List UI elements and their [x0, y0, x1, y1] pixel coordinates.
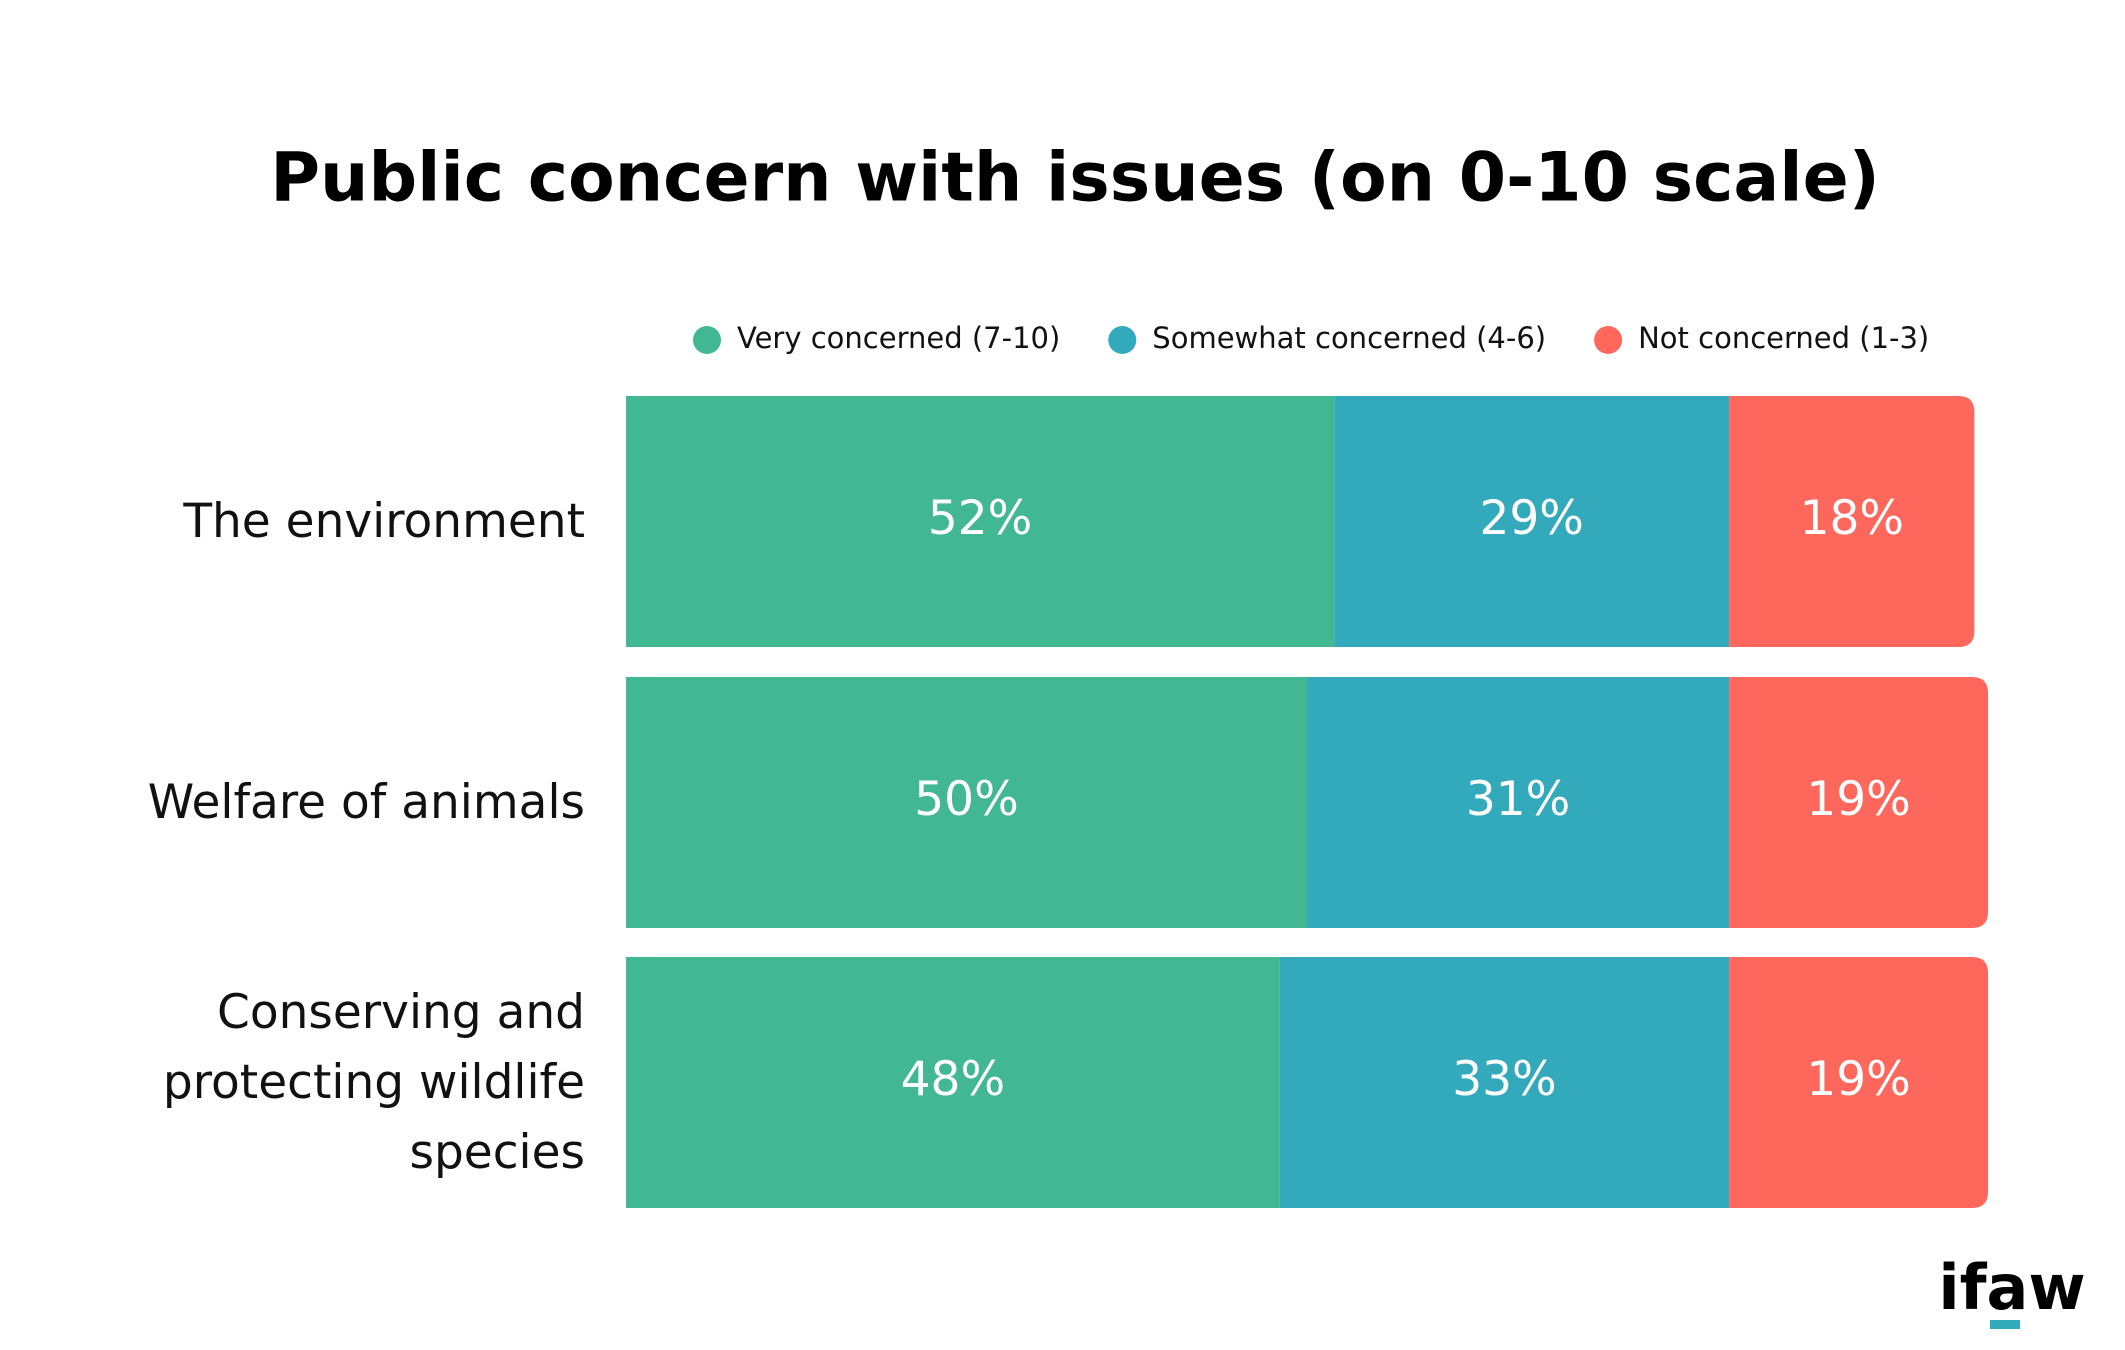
- bar-segment: [1279, 957, 1730, 1208]
- bar-segment: [1334, 396, 1730, 647]
- bar-segment: [626, 677, 1307, 928]
- bar-segment: [626, 396, 1335, 647]
- category-label: Welfare of animals: [147, 774, 585, 830]
- value-label: 29%: [1479, 491, 1583, 546]
- bar-segment: [1307, 677, 1730, 928]
- value-label: 19%: [1806, 1052, 1910, 1107]
- legend-label: Not concerned (1-3): [1638, 321, 1929, 355]
- value-label: 48%: [901, 1052, 1005, 1107]
- category-label: Conserving and protecting wildlife speci…: [162, 984, 585, 1180]
- legend-swatch: [1594, 326, 1623, 354]
- value-label: 52%: [928, 491, 1032, 546]
- logo: ifaw: [1938, 1251, 2085, 1324]
- category-label: The environment: [183, 493, 585, 549]
- logo-underline: [1990, 1320, 2020, 1329]
- value-label: 33%: [1452, 1052, 1556, 1107]
- value-label: 50%: [914, 772, 1018, 827]
- bar-segment: [1729, 396, 1975, 647]
- bar-segment: [626, 957, 1280, 1208]
- value-label: 31%: [1466, 772, 1570, 827]
- bar-segment: [1729, 957, 1988, 1208]
- bar-segment: [1729, 677, 1988, 928]
- legend-swatch: [1108, 326, 1137, 354]
- value-label: 19%: [1806, 772, 1910, 827]
- value-label: 18%: [1800, 491, 1904, 546]
- legend-label: Very concerned (7-10): [737, 321, 1060, 355]
- chart-title: Public concern with issues (on 0-10 scal…: [270, 139, 1880, 218]
- legend-swatch: [693, 326, 721, 354]
- legend-label: Somewhat concerned (4-6): [1152, 321, 1546, 355]
